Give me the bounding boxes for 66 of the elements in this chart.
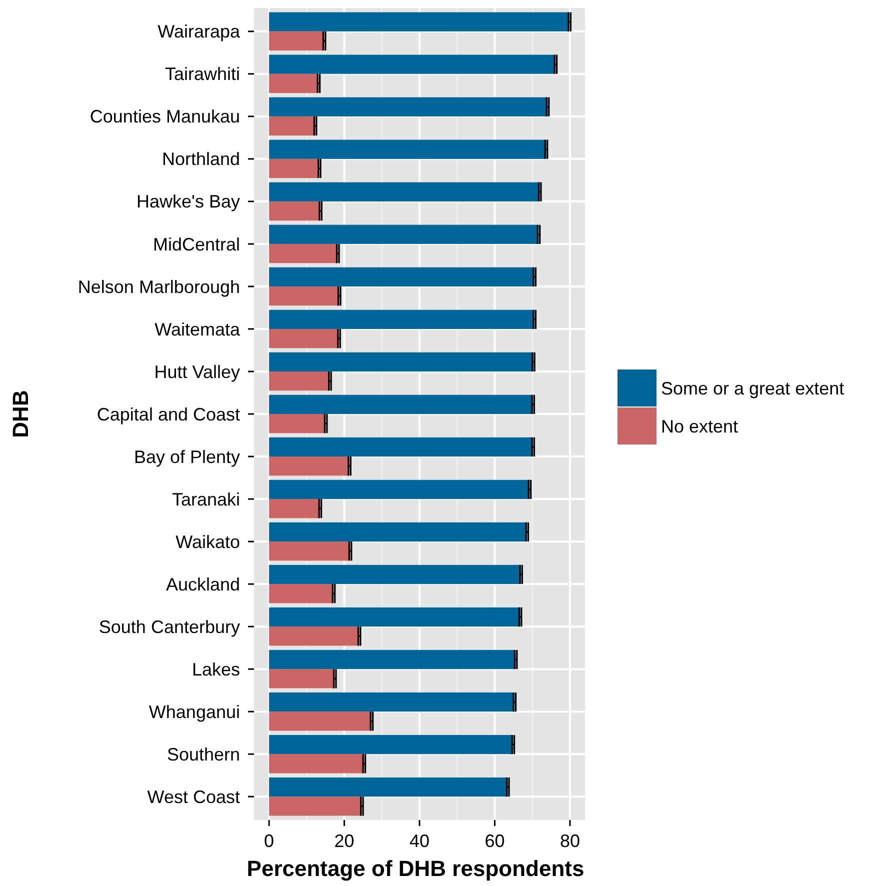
y-tick-label: Bay of Plenty bbox=[134, 446, 240, 467]
x-tick-label: 40 bbox=[409, 831, 430, 851]
bar bbox=[269, 182, 540, 202]
bar bbox=[269, 499, 320, 518]
bar bbox=[269, 669, 335, 688]
y-tick-label: Southern bbox=[166, 744, 240, 764]
bar bbox=[269, 584, 334, 604]
x-tick-label: 0 bbox=[264, 831, 274, 851]
bar bbox=[269, 158, 320, 178]
bar bbox=[269, 74, 319, 94]
x-tick-label: 60 bbox=[484, 831, 505, 851]
bar bbox=[269, 310, 535, 329]
bar bbox=[269, 352, 534, 372]
y-tick-label: Lakes bbox=[192, 659, 240, 680]
legend-label: Some or a great extent bbox=[661, 378, 844, 398]
bar bbox=[269, 480, 530, 500]
x-tick-label: 20 bbox=[334, 831, 354, 851]
bar bbox=[269, 328, 340, 348]
bar bbox=[269, 267, 535, 286]
y-tick-label: Capital and Coast bbox=[96, 404, 240, 424]
y-tick-label: Nelson Marlborough bbox=[78, 276, 240, 297]
y-tick-label: MidCentral bbox=[152, 234, 240, 254]
bar bbox=[269, 201, 321, 221]
bar bbox=[269, 542, 350, 561]
y-tick-label: Auckland bbox=[166, 574, 240, 594]
bar bbox=[269, 371, 330, 391]
y-tick-label: Counties Manukau bbox=[90, 106, 240, 127]
bar bbox=[269, 522, 528, 542]
bar bbox=[269, 244, 338, 264]
bar bbox=[269, 607, 520, 627]
bar bbox=[269, 626, 360, 646]
y-tick-label: Whanganui bbox=[148, 702, 240, 722]
x-axis-title: Percentage of DHB respondents bbox=[246, 856, 584, 881]
bar bbox=[269, 437, 534, 457]
bar bbox=[269, 97, 548, 116]
y-tick-label: Taranaki bbox=[172, 489, 240, 510]
legend-label: No extent bbox=[661, 416, 738, 436]
y-tick-label: South Canterbury bbox=[98, 616, 240, 637]
bar bbox=[269, 712, 372, 731]
y-tick-label: Tairawhiti bbox=[164, 64, 240, 84]
bar bbox=[269, 116, 316, 136]
bar bbox=[269, 286, 340, 306]
y-tick-label: Hawke's Bay bbox=[136, 192, 240, 212]
bar bbox=[269, 224, 539, 244]
y-tick-label: Hutt Valley bbox=[154, 362, 240, 382]
bar bbox=[269, 54, 556, 74]
bar bbox=[269, 692, 515, 712]
y-tick-label: Wairarapa bbox=[158, 22, 241, 42]
y-axis-title: DHB bbox=[8, 390, 33, 438]
y-tick-label: Waitemata bbox=[154, 319, 241, 340]
bar bbox=[269, 650, 516, 670]
x-tick-label: 80 bbox=[560, 831, 580, 851]
y-tick-label: West Coast bbox=[147, 786, 240, 807]
bar bbox=[269, 12, 570, 32]
bar bbox=[269, 140, 546, 159]
bar bbox=[269, 777, 508, 797]
y-tick-label: Waikato bbox=[176, 532, 240, 552]
bar bbox=[269, 31, 324, 51]
bar bbox=[269, 796, 362, 816]
bar bbox=[269, 456, 350, 476]
bar bbox=[269, 754, 364, 774]
bar bbox=[269, 734, 514, 754]
y-tick-label: Northland bbox=[162, 149, 240, 170]
bar bbox=[269, 564, 522, 584]
bar bbox=[269, 394, 534, 414]
bar bbox=[269, 414, 326, 434]
